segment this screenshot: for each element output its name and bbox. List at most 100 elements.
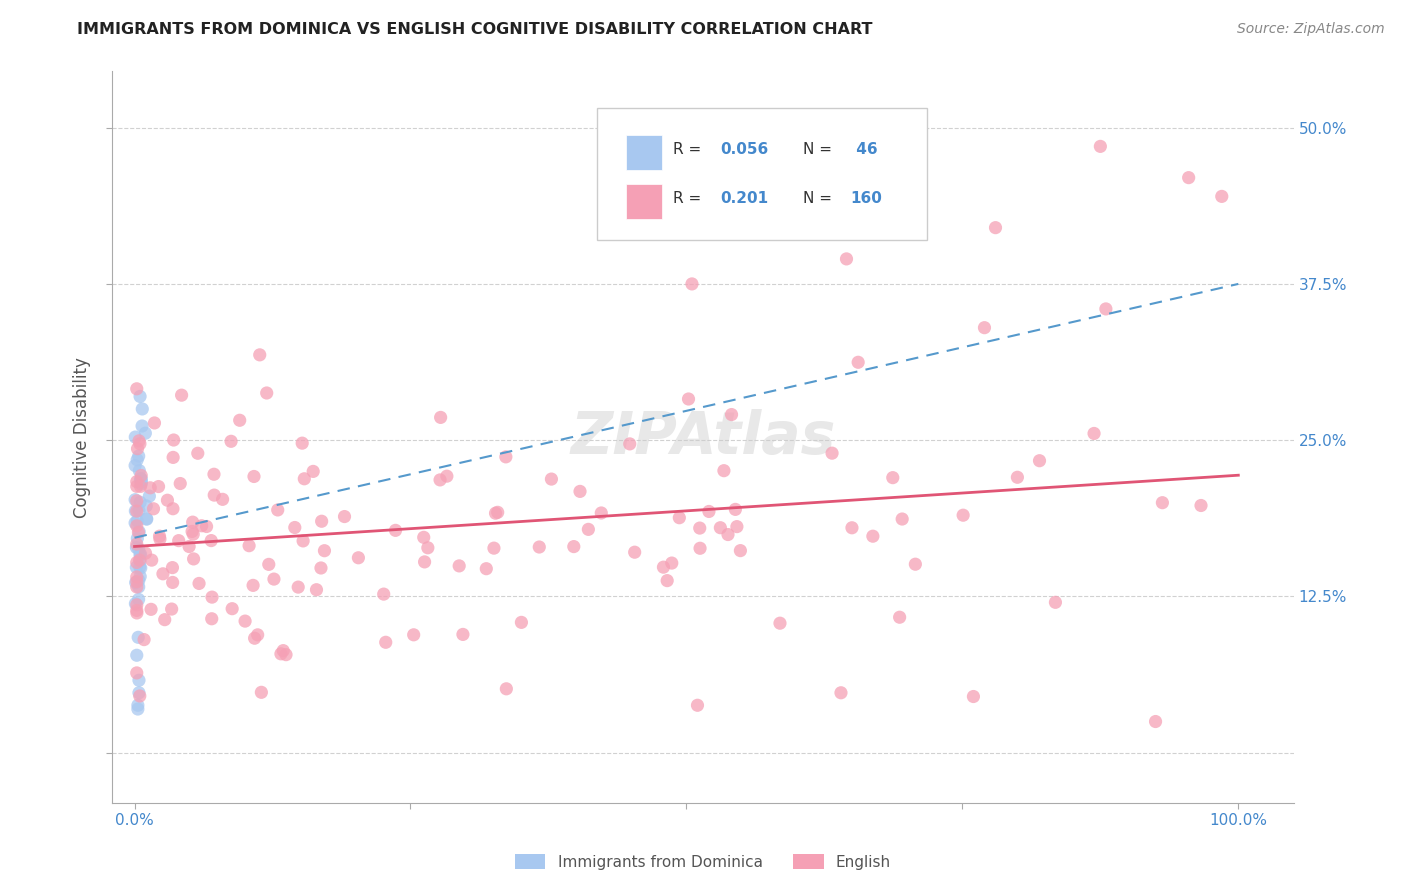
- Point: [769, 616, 792, 631]
- Point: [125, 580, 148, 594]
- Point: [125, 541, 148, 555]
- Point: [128, 689, 150, 703]
- Point: [124, 575, 146, 590]
- Point: [135, 512, 157, 526]
- Point: [709, 521, 731, 535]
- Point: [128, 574, 150, 588]
- Point: [292, 472, 315, 486]
- Point: [131, 475, 153, 490]
- Text: 160: 160: [851, 191, 883, 206]
- Point: [841, 521, 863, 535]
- Point: [973, 320, 995, 334]
- Point: [127, 453, 149, 467]
- Point: [125, 537, 148, 551]
- Point: [179, 540, 201, 554]
- Point: [129, 471, 152, 485]
- Point: [482, 541, 505, 556]
- Point: [661, 556, 683, 570]
- Point: [127, 630, 149, 644]
- Point: [429, 410, 451, 425]
- Point: [384, 524, 406, 538]
- Point: [128, 449, 150, 463]
- Point: [1144, 714, 1167, 729]
- Point: [167, 533, 190, 548]
- Point: [129, 477, 152, 491]
- Point: [373, 587, 395, 601]
- Text: ZIPAtlas: ZIPAtlas: [571, 409, 835, 466]
- Point: [249, 348, 271, 362]
- Point: [125, 648, 148, 663]
- Point: [889, 610, 911, 624]
- Point: [125, 665, 148, 680]
- Point: [412, 530, 434, 544]
- Point: [274, 648, 297, 662]
- Point: [125, 574, 148, 589]
- Point: [562, 540, 585, 554]
- Point: [720, 408, 742, 422]
- Point: [984, 220, 1007, 235]
- Point: [135, 512, 157, 526]
- Legend: Immigrants from Dominica, English: Immigrants from Dominica, English: [509, 847, 897, 876]
- Point: [1090, 139, 1112, 153]
- Point: [402, 628, 425, 642]
- Point: [882, 470, 904, 484]
- Point: [449, 558, 471, 573]
- Point: [129, 472, 152, 486]
- Point: [128, 673, 150, 688]
- Point: [139, 602, 162, 616]
- Point: [891, 512, 914, 526]
- Point: [127, 532, 149, 546]
- Point: [314, 543, 336, 558]
- Point: [243, 469, 266, 483]
- Point: [652, 560, 675, 574]
- Point: [128, 464, 150, 478]
- Point: [202, 488, 225, 502]
- Point: [128, 580, 150, 594]
- Point: [128, 434, 150, 448]
- Point: [188, 576, 211, 591]
- Point: [1045, 595, 1067, 609]
- Point: [129, 561, 152, 575]
- Point: [451, 627, 474, 641]
- Point: [846, 355, 869, 369]
- Point: [678, 392, 700, 406]
- Point: [267, 503, 290, 517]
- Point: [160, 602, 183, 616]
- Point: [576, 522, 599, 536]
- Point: [125, 556, 148, 570]
- Point: [162, 575, 184, 590]
- Point: [125, 598, 148, 612]
- Point: [148, 479, 170, 493]
- Point: [238, 539, 260, 553]
- Point: [129, 437, 152, 451]
- Point: [143, 416, 166, 430]
- Point: [148, 529, 170, 543]
- Point: [142, 501, 165, 516]
- Point: [127, 702, 149, 716]
- Point: [904, 558, 927, 572]
- Point: [125, 606, 148, 620]
- Point: [724, 502, 747, 516]
- Point: [725, 519, 748, 533]
- Point: [717, 527, 740, 541]
- Point: [163, 433, 186, 447]
- Point: [195, 519, 218, 533]
- Point: [201, 612, 224, 626]
- Text: R =: R =: [673, 142, 707, 157]
- Point: [129, 479, 152, 493]
- Point: [475, 562, 498, 576]
- Point: [128, 592, 150, 607]
- Point: [125, 603, 148, 617]
- Point: [540, 472, 562, 486]
- Point: [128, 553, 150, 567]
- Point: [141, 553, 163, 567]
- Point: [1083, 426, 1105, 441]
- Point: [689, 541, 711, 556]
- Point: [657, 574, 679, 588]
- Point: [569, 484, 592, 499]
- Point: [623, 545, 645, 559]
- Point: [124, 504, 146, 518]
- Point: [129, 468, 152, 483]
- Point: [128, 542, 150, 557]
- Point: [127, 525, 149, 540]
